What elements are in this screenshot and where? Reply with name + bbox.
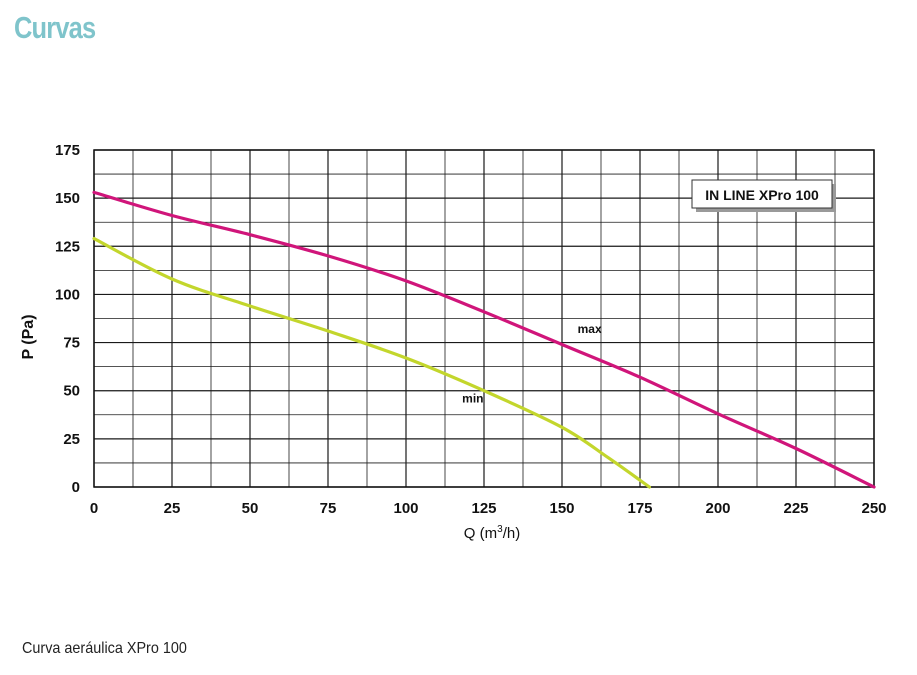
x-tick-label: 225 <box>783 500 808 517</box>
plot-frame <box>93 149 875 488</box>
y-tick-label: 75 <box>63 335 80 352</box>
legend-box-text: IN LINE XPro 100 <box>705 187 819 203</box>
x-tick-label: 150 <box>549 500 574 517</box>
series-line-max <box>92 190 876 489</box>
page-heading: Curvas <box>14 10 96 45</box>
x-tick-label: 125 <box>471 500 496 517</box>
x-tick-label: 250 <box>861 500 886 517</box>
y-tick-label: 0 <box>72 479 80 496</box>
x-axis-label: Q (m3/h) <box>464 524 520 542</box>
series-label-min: min <box>462 391 483 405</box>
y-tick-label: 100 <box>55 286 80 303</box>
x-tick-label: 200 <box>705 500 730 517</box>
legend-box-frame <box>691 179 833 209</box>
y-tick-label: 125 <box>55 238 80 255</box>
chart-series: max min <box>92 190 876 489</box>
y-tick-label: 150 <box>55 190 80 207</box>
y-tick-label: 25 <box>63 431 80 448</box>
x-tick-label: 0 <box>90 500 98 517</box>
x-tick-label: 50 <box>242 500 259 517</box>
x-axis-label-superscript: 3 <box>497 524 503 535</box>
y-axis-label: P (Pa) <box>20 314 37 359</box>
series-label-max: max <box>578 322 602 336</box>
x-tick-label: 100 <box>393 500 418 517</box>
chart-caption: Curva aeráulica XPro 100 <box>22 640 187 657</box>
y-tick-label: 175 <box>55 142 80 159</box>
legend-box: IN LINE XPro 100 <box>691 179 836 212</box>
chart-ticks: 0 25 50 75 100 125 150 175 200 225 250 0 25 50 75 100 12… <box>55 142 887 517</box>
x-tick-label: 25 <box>164 500 181 517</box>
series-line-min <box>92 237 651 489</box>
x-tick-label: 175 <box>627 500 652 517</box>
chart-grid <box>93 149 875 488</box>
y-tick-label: 50 <box>63 383 80 400</box>
x-tick-label: 75 <box>320 500 337 517</box>
